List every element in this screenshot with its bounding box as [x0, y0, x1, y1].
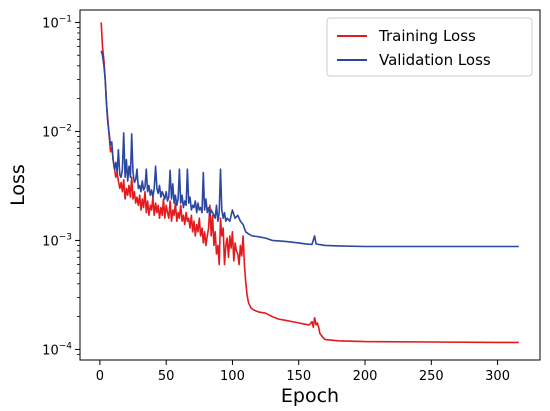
y-axis-label: Loss — [7, 164, 29, 206]
x-axis-ticks: 0 50 100 150 200 250 300 — [96, 360, 510, 384]
series-lines — [100, 22, 519, 344]
x-tick-label: 250 — [419, 369, 444, 384]
y-tick-label: 10−4 — [42, 341, 72, 358]
y-tick-label: 10−3 — [42, 232, 72, 249]
series-line-validation — [100, 50, 519, 248]
x-tick-label: 300 — [485, 369, 510, 384]
x-tick-label: 50 — [158, 369, 175, 384]
y-tick-label: 10−2 — [42, 123, 72, 140]
legend: Training Loss Validation Loss — [326, 17, 533, 77]
x-tick-label: 100 — [220, 369, 245, 384]
x-axis-label: Epoch — [281, 385, 339, 407]
y-axis-ticks: 10−4 10−3 10−2 10−1 — [42, 14, 80, 358]
legend-box — [326, 17, 533, 77]
y-tick-label: 10−1 — [42, 14, 72, 31]
legend-label: Training Loss — [378, 27, 476, 45]
x-tick-label: 150 — [286, 369, 311, 384]
legend-label: Validation Loss — [379, 51, 491, 69]
x-tick-label: 200 — [353, 369, 378, 384]
series-line-training — [100, 22, 519, 344]
x-tick-label: 0 — [96, 369, 104, 384]
plot-frame — [79, 9, 541, 361]
